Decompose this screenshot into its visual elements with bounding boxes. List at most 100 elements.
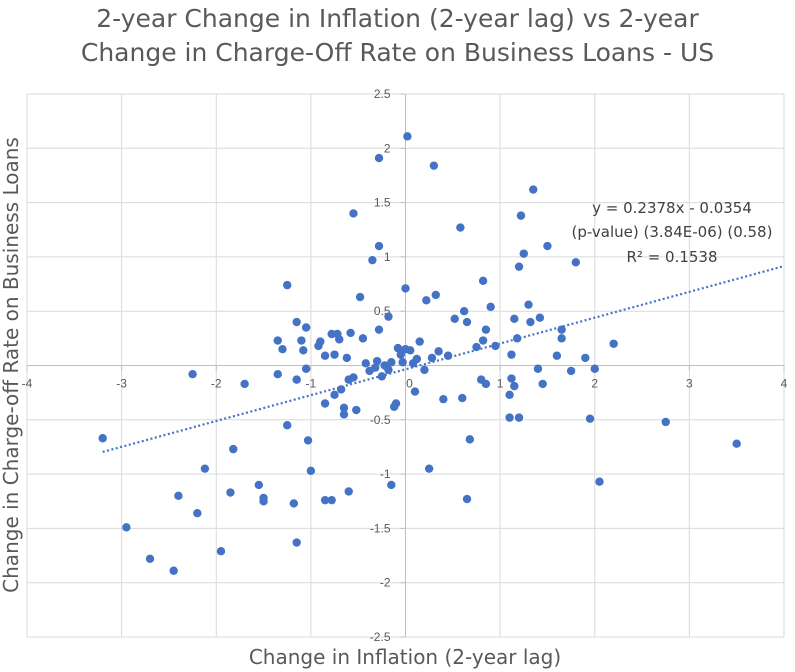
data-point: [306, 466, 316, 476]
data-point: [401, 284, 410, 293]
data-point: [289, 499, 299, 508]
data-point: [303, 436, 313, 445]
data-point: [566, 366, 576, 376]
data-point: [543, 241, 552, 251]
data-point: [273, 336, 282, 345]
chart-title-line-1: 2-year Change in Inflation (2-year lag) …: [96, 4, 699, 33]
data-point: [557, 334, 566, 343]
data-point: [458, 393, 467, 403]
data-point: [327, 495, 336, 505]
x-tick-label: -4: [22, 377, 33, 391]
data-point: [535, 313, 545, 322]
y-tick-label: -1: [380, 467, 391, 481]
data-point: [273, 369, 282, 379]
data-point: [590, 364, 599, 373]
data-point: [368, 255, 377, 265]
data-point: [507, 374, 516, 383]
data-point: [352, 405, 361, 415]
data-point: [514, 262, 524, 271]
data-point: [377, 372, 387, 381]
data-point: [297, 336, 306, 345]
data-point: [422, 296, 431, 305]
data-point: [519, 249, 528, 258]
data-point: [732, 439, 741, 448]
x-tick-label: 4: [781, 377, 788, 391]
y-tick-label: 1: [384, 250, 391, 264]
data-point: [355, 292, 365, 302]
data-point: [349, 373, 358, 382]
data-point: [330, 350, 339, 359]
y-tick-label: -1.5: [370, 521, 391, 535]
data-point: [320, 495, 330, 505]
data-point: [585, 414, 595, 423]
data-point: [403, 132, 412, 141]
data-point: [396, 350, 405, 359]
data-point: [516, 211, 526, 220]
equation-line-3: R² = 0.1538: [626, 248, 717, 266]
data-point: [510, 314, 519, 324]
data-point: [188, 369, 197, 379]
data-point: [429, 161, 439, 170]
data-point: [169, 566, 178, 575]
data-point: [512, 334, 522, 343]
data-point: [481, 325, 491, 334]
data-point: [374, 153, 384, 163]
data-point: [174, 491, 183, 501]
data-point: [533, 364, 543, 373]
data-point: [374, 241, 384, 251]
data-point: [427, 353, 437, 363]
trendline: [102, 264, 785, 454]
data-point: [336, 385, 346, 394]
regression-equation: y = 0.2378x - 0.0354 (p-value) (3.84E-06…: [572, 199, 773, 266]
data-point: [384, 365, 393, 375]
data-point: [361, 359, 370, 368]
data-point: [145, 554, 155, 564]
data-point: [349, 209, 358, 218]
data-point: [320, 399, 330, 408]
data-point: [346, 328, 355, 338]
data-point: [431, 290, 440, 300]
data-point: [424, 464, 434, 473]
data-points: [98, 132, 741, 575]
data-point: [557, 325, 566, 334]
data-point: [371, 363, 380, 372]
data-point: [278, 345, 287, 354]
data-point: [316, 337, 325, 346]
data-point: [486, 302, 495, 312]
data-point: [391, 399, 401, 408]
data-point: [335, 335, 344, 344]
data-point: [98, 434, 107, 443]
data-point: [420, 365, 429, 375]
data-point: [443, 351, 453, 360]
data-point: [292, 317, 301, 327]
x-tick-label: 0: [406, 377, 413, 391]
data-point: [510, 381, 519, 391]
data-point: [462, 317, 472, 327]
chart-title: 2-year Change in Inflation (2-year lag) …: [0, 2, 795, 70]
data-point: [609, 339, 618, 348]
data-point: [481, 379, 491, 389]
x-tick-label: -1: [306, 377, 317, 391]
x-tick-label: -3: [116, 377, 127, 391]
data-point: [387, 480, 396, 490]
data-point: [412, 354, 422, 364]
data-point: [358, 334, 368, 343]
data-point: [406, 346, 415, 355]
data-point: [374, 325, 384, 334]
data-point: [478, 336, 488, 345]
data-point: [507, 350, 516, 359]
data-point: [301, 364, 311, 373]
data-point: [226, 488, 235, 497]
data-point: [514, 413, 524, 422]
data-point: [459, 307, 469, 316]
data-point: [450, 314, 459, 324]
y-tick-label: -2: [380, 576, 391, 590]
data-point: [342, 353, 352, 363]
data-point: [410, 387, 420, 396]
data-point: [292, 375, 301, 384]
data-point: [229, 444, 238, 454]
y-axis-title: Change in Charge-off Rate on Business Lo…: [0, 137, 23, 593]
data-point: [462, 494, 472, 504]
data-point: [216, 547, 226, 556]
data-point: [339, 410, 349, 419]
